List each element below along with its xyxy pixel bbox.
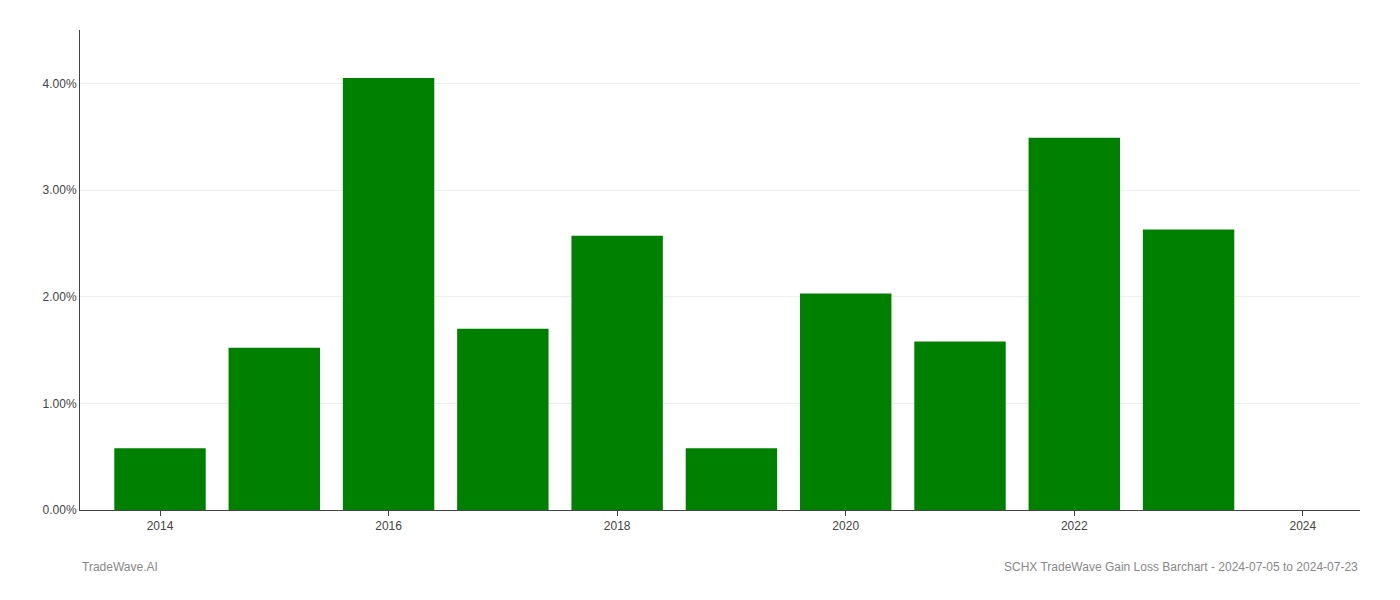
svg-text:2014: 2014 [147,519,174,533]
svg-text:SCHX TradeWave Gain Loss Barch: SCHX TradeWave Gain Loss Barchart - 2024… [1004,560,1358,574]
svg-text:2.00%: 2.00% [43,290,77,304]
svg-text:2018: 2018 [604,519,631,533]
svg-text:TradeWave.AI: TradeWave.AI [82,560,158,574]
svg-text:2016: 2016 [375,519,402,533]
svg-text:1.00%: 1.00% [43,397,77,411]
svg-text:4.00%: 4.00% [43,77,77,91]
svg-text:2020: 2020 [832,519,859,533]
svg-text:2022: 2022 [1061,519,1088,533]
svg-text:3.00%: 3.00% [43,183,77,197]
svg-text:2024: 2024 [1290,519,1317,533]
svg-text:0.00%: 0.00% [43,503,77,517]
